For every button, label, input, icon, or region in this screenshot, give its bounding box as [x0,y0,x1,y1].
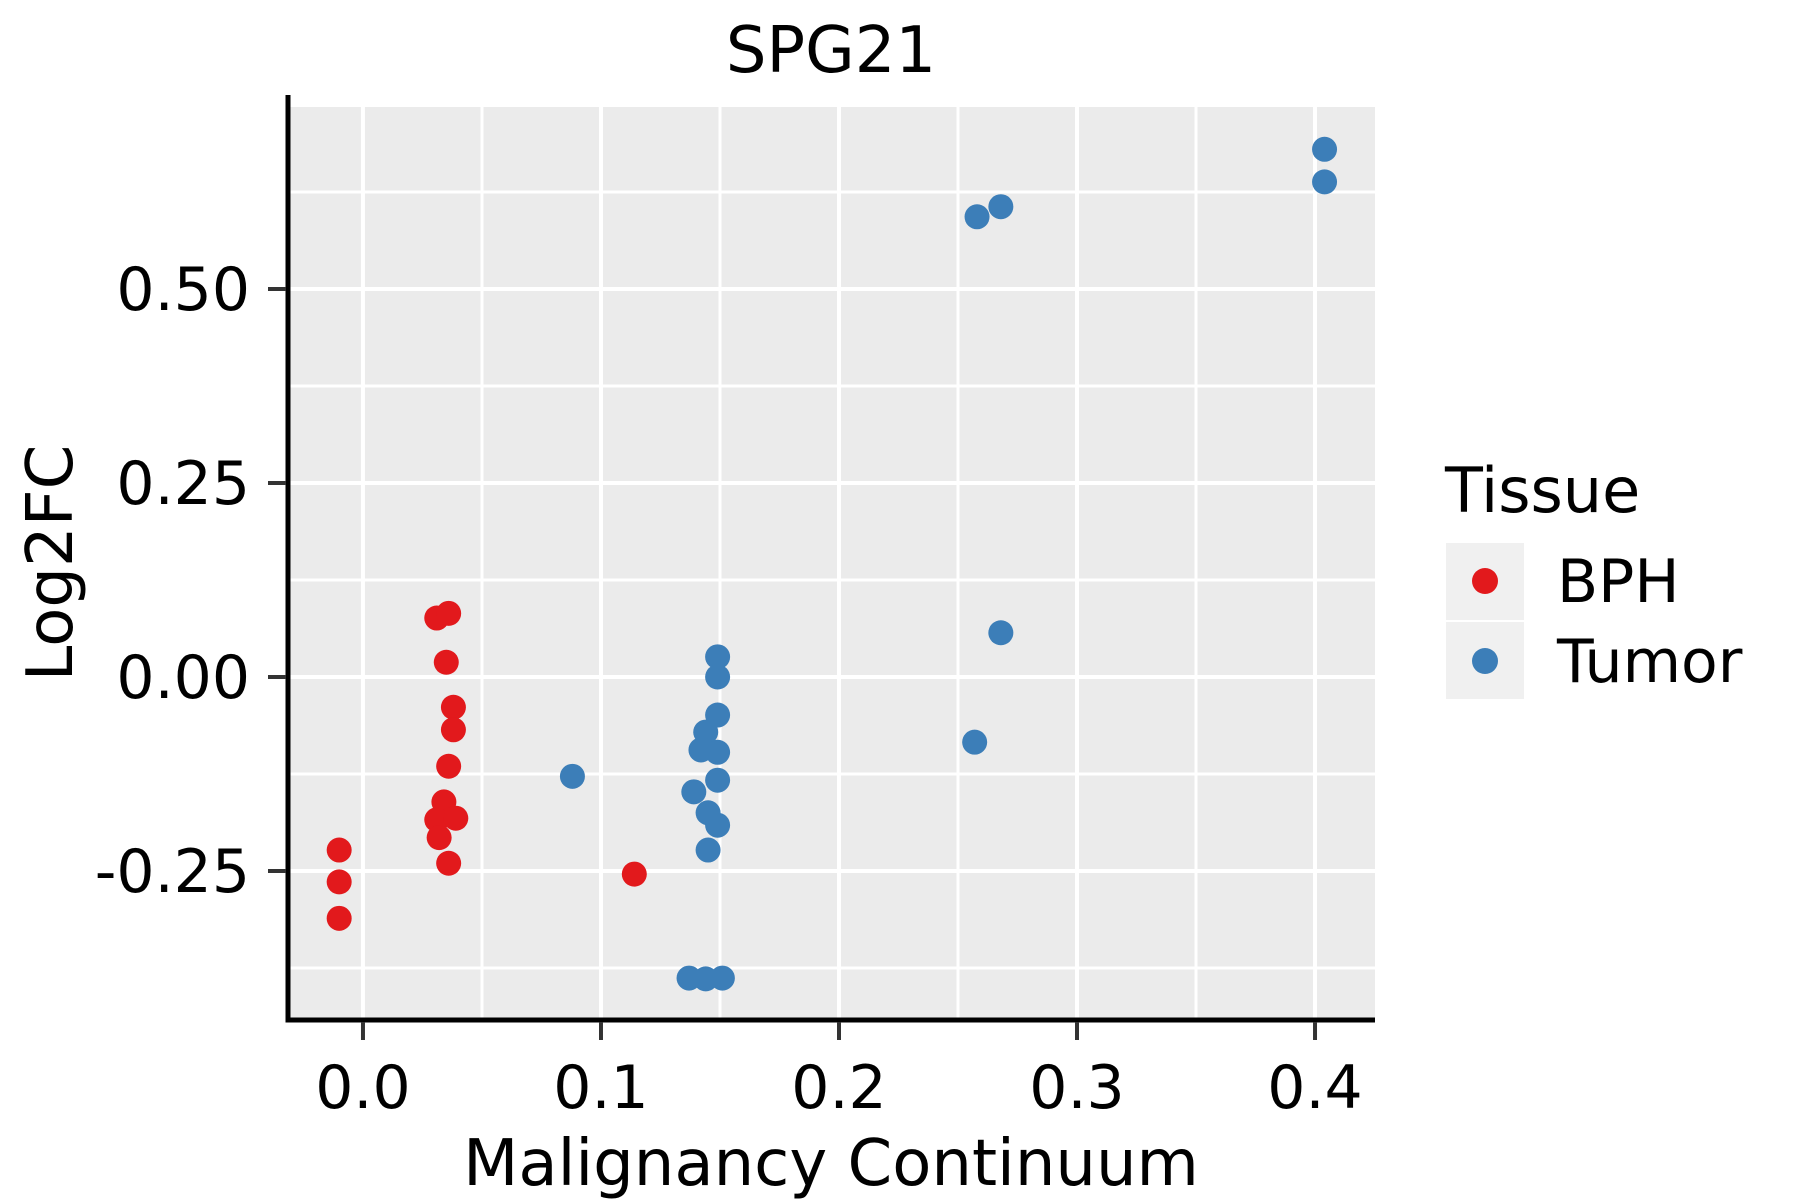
y-tick-marks [268,286,286,874]
data-point-tumor [709,965,735,991]
legend-label-bph: BPH [1557,547,1679,617]
data-point-tumor [559,763,585,789]
plot-title: SPG21 [726,14,936,88]
data-point-bph [326,869,352,895]
data-point-bph [436,753,462,779]
data-point-tumor [705,644,731,670]
y-tick-label: 0.25 [116,449,250,519]
data-point-bph [440,694,466,720]
tumor-points [559,136,1338,992]
minor-gridlines [288,107,1375,1020]
x-tick-label: 0.0 [315,1053,410,1123]
y-tick-label: 0.50 [116,255,250,325]
x-axis-label: Malignancy Continuum [463,1127,1199,1200]
legend-label-tumor: Tumor [1556,627,1743,697]
data-point-bph [443,805,469,831]
major-gridlines [288,107,1375,1020]
data-point-bph [426,825,452,851]
data-point-tumor [1312,169,1338,195]
data-point-tumor [1312,136,1338,162]
legend-dot-bph-icon [1472,568,1498,594]
data-point-tumor [964,204,990,230]
plot-panel [288,107,1375,1020]
y-tick-labels: -0.25 0.00 0.25 0.50 [95,255,250,907]
y-tick-label: -0.25 [95,837,250,907]
x-tick-label: 0.4 [1267,1053,1362,1123]
legend-title: Tissue [1444,454,1640,527]
data-point-tumor [988,194,1014,220]
data-point-bph [433,649,459,675]
x-tick-label: 0.1 [553,1053,648,1123]
x-tick-marks [360,1022,1318,1040]
legend-entry-bph: BPH [1446,543,1679,620]
x-tick-label: 0.3 [1029,1053,1124,1123]
bph-points [326,600,647,931]
data-point-bph [326,905,352,931]
data-point-bph [440,717,466,743]
data-point-bph [436,600,462,626]
data-point-tumor [962,729,988,755]
x-tick-label: 0.2 [791,1053,886,1123]
data-point-tumor [705,664,731,690]
data-point-bph [621,861,647,887]
legend-dot-tumor-icon [1472,648,1498,674]
data-point-bph [436,850,462,876]
x-tick-labels: 0.0 0.1 0.2 0.3 0.4 [315,1053,1362,1123]
data-point-tumor [705,812,731,838]
data-point-tumor [705,767,731,793]
y-axis-label: Log2FC [14,445,88,682]
data-point-bph [326,837,352,863]
data-point-tumor [681,779,707,805]
y-tick-label: 0.00 [116,643,250,713]
data-point-tumor [705,739,731,765]
data-point-tumor [695,837,721,863]
legend: Tissue BPH Tumor [1444,454,1743,699]
data-point-tumor [988,620,1014,646]
legend-entry-tumor: Tumor [1446,622,1743,699]
